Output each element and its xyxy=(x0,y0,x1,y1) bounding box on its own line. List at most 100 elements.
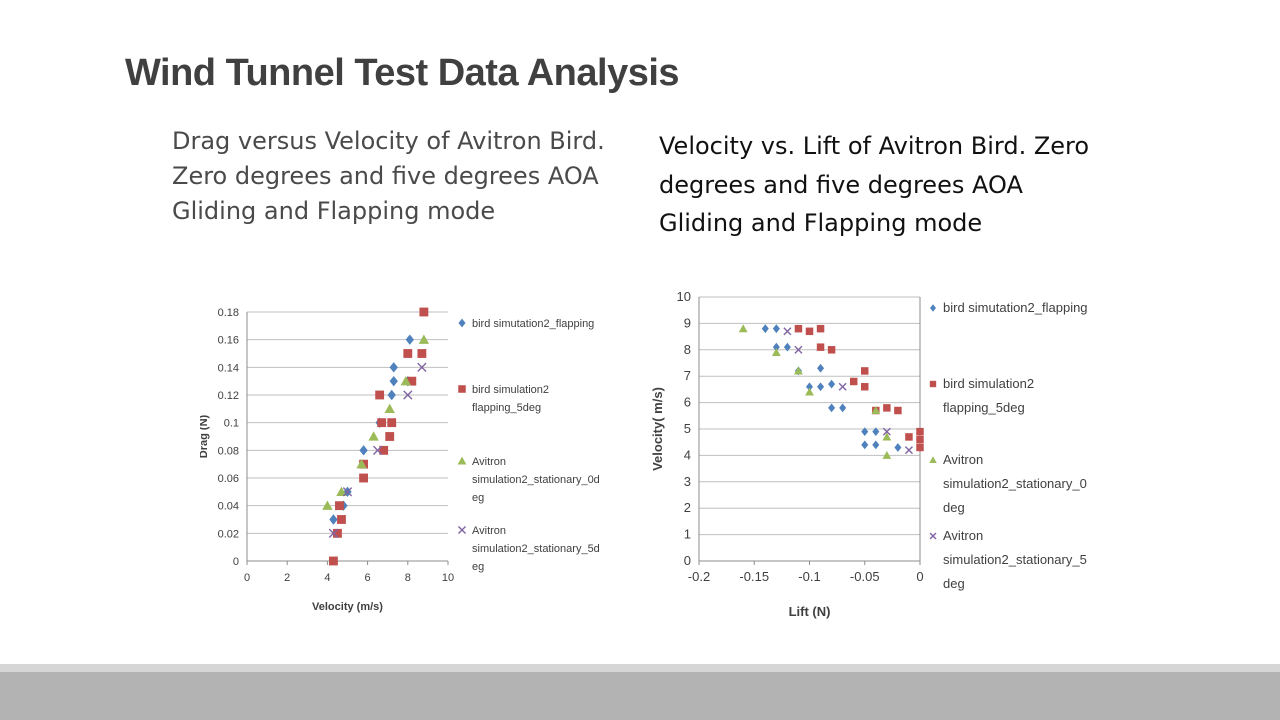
y-tick-label: 5 xyxy=(684,421,691,436)
x-tick-label: 8 xyxy=(405,572,411,584)
data-point-diamond xyxy=(359,445,368,456)
data-point-square xyxy=(816,324,825,333)
data-point-diamond xyxy=(861,427,869,437)
data-point-square xyxy=(827,346,836,354)
x-axis-label: Lift (N) xyxy=(789,604,831,619)
data-point-square xyxy=(407,376,417,386)
data-point-square xyxy=(359,473,368,483)
y-tick-label: 0 xyxy=(684,553,691,568)
y-tick-label: 6 xyxy=(684,395,691,410)
data-point-triangle xyxy=(356,458,367,469)
data-point-diamond xyxy=(387,389,396,401)
chart-caption-lift: Velocity vs. Lift of Avitron Bird. Zero … xyxy=(659,132,1090,237)
x-tick-label: -0.05 xyxy=(850,569,880,584)
data-point-square xyxy=(403,349,413,358)
data-point-triangle xyxy=(738,324,748,333)
data-point-x xyxy=(328,528,339,538)
chart-caption-drag: Drag versus Velocity of Avitron Bird. Ze… xyxy=(172,127,605,225)
data-point-diamond xyxy=(329,514,338,525)
legend-label: deg xyxy=(943,500,965,515)
x-tick-label: 0 xyxy=(916,569,923,584)
data-point-triangle xyxy=(794,366,803,375)
legend-marker-triangle xyxy=(457,456,467,465)
legend-label: simulation2_stationary_0 xyxy=(943,476,1087,491)
legend-label: simulation2_stationary_5d xyxy=(472,543,600,555)
y-tick-label: 0.14 xyxy=(218,362,239,374)
data-point-square xyxy=(794,324,803,333)
x-tick-label: 2 xyxy=(284,572,290,584)
y-tick-label: 9 xyxy=(684,315,691,330)
data-point-square xyxy=(916,435,924,444)
y-tick-label: 4 xyxy=(684,447,691,462)
legend-label: deg xyxy=(943,576,965,591)
data-point-square xyxy=(916,427,924,436)
legend-label: simulation2_stationary_0d xyxy=(472,474,600,486)
data-point-diamond xyxy=(817,363,825,373)
velocity-lift-chart-svg: 0 1 2 3 4 5 6 7 8 9 10 -0.2 -0.15 -0.1 -0.05 0 Lift (N) V… xyxy=(650,289,1088,619)
data-point-square xyxy=(385,432,395,441)
data-point-diamond xyxy=(828,403,836,413)
data-point-diamond xyxy=(772,342,780,352)
y-tick-label: 0.02 xyxy=(218,528,239,540)
data-point-diamond xyxy=(405,334,414,345)
slide-title: Wind Tunnel Test Data Analysis xyxy=(125,52,680,94)
data-point-diamond xyxy=(828,379,836,389)
y-tick-label: 0.18 xyxy=(218,307,239,319)
data-point-square xyxy=(337,515,346,524)
data-point-x xyxy=(882,427,891,436)
y-axis-label: Drag (N) xyxy=(200,414,210,458)
y-tick-label: 0 xyxy=(233,556,239,568)
x-tick-label: 6 xyxy=(365,572,371,584)
y-tick-label: 3 xyxy=(684,474,691,489)
data-point-diamond xyxy=(894,443,902,452)
data-point-diamond xyxy=(839,403,847,413)
legend-label: Avitron xyxy=(472,525,506,537)
legend-label: Avitron xyxy=(943,528,983,543)
y-tick-label: 10 xyxy=(677,289,691,304)
data-point-triangle xyxy=(336,486,347,496)
drag-velocity-chart-svg: 0 0.02 0.04 0.06 0.08 0.1 0.12 0.14 0.16 0.18 0 2 4 6… xyxy=(198,307,600,613)
legend-label: bird simutation2_flapping xyxy=(943,300,1088,315)
legend-marker-triangle xyxy=(929,456,937,463)
x-tick-label: -0.1 xyxy=(798,569,820,584)
data-point-square xyxy=(417,349,427,358)
x-tick-label: -0.15 xyxy=(739,569,769,584)
legend-marker-square xyxy=(458,385,466,393)
data-point-square xyxy=(329,556,338,566)
data-point-triangle xyxy=(882,432,892,441)
data-point-diamond xyxy=(817,382,825,392)
y-tick-label: 2 xyxy=(684,500,691,515)
data-point-square xyxy=(379,445,389,455)
legend-label: flapping_5deg xyxy=(943,400,1025,415)
legend-marker-x xyxy=(929,532,937,540)
data-point-triangle xyxy=(805,387,814,396)
data-point-triangle xyxy=(368,431,379,441)
data-point-x xyxy=(403,390,413,400)
y-tick-label: 1 xyxy=(684,527,691,542)
y-axis-label: Velocity( m/s) xyxy=(650,387,665,471)
data-point-square xyxy=(419,307,429,317)
data-point-square xyxy=(805,327,814,336)
legend-marker-diamond xyxy=(458,318,466,328)
y-tick-label: 7 xyxy=(684,368,691,383)
data-point-square xyxy=(861,367,869,375)
data-point-diamond xyxy=(805,382,814,392)
data-point-diamond xyxy=(761,324,769,334)
y-tick-label: 0.04 xyxy=(218,501,239,513)
data-point-square xyxy=(905,433,913,441)
x-tick-label: 4 xyxy=(324,572,330,584)
data-point-triangle xyxy=(400,375,411,386)
legend-label: Avitron xyxy=(472,456,506,468)
y-tick-label: 8 xyxy=(684,342,691,357)
data-point-triangle xyxy=(384,403,395,413)
data-point-square xyxy=(375,390,385,400)
x-tick-label: 10 xyxy=(442,572,454,584)
data-point-diamond xyxy=(389,362,398,373)
x-tick-label: 0 xyxy=(244,572,250,584)
x-tick-label: -0.2 xyxy=(688,569,710,584)
data-point-square xyxy=(916,443,924,452)
plot-area xyxy=(322,307,430,566)
data-point-x xyxy=(372,445,383,455)
data-point-square xyxy=(849,377,858,386)
plot-area xyxy=(738,324,924,459)
